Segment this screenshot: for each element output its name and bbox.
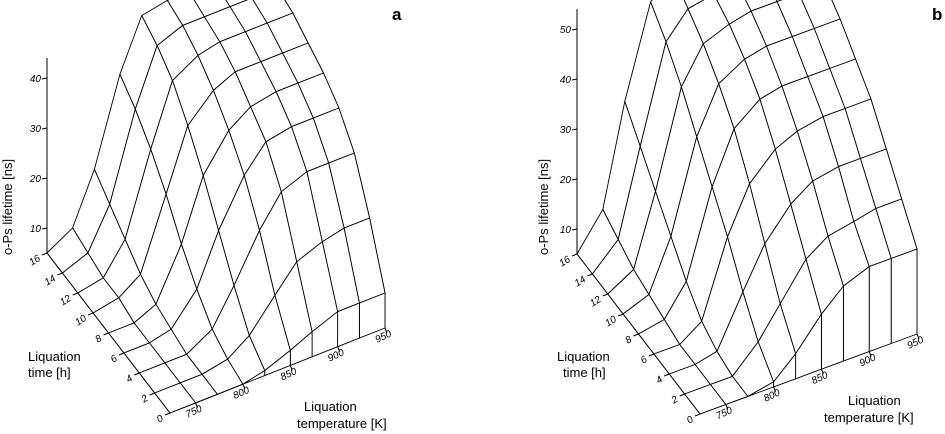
z-tick-label: 10 [560, 225, 572, 236]
y-tick-mark [694, 413, 701, 417]
y-tick-mark [587, 273, 593, 277]
y-tick-label: 14 [573, 274, 589, 289]
y-tick-mark [87, 312, 94, 316]
front-skirt-panel [868, 258, 892, 353]
y-tick-mark [149, 392, 155, 396]
x-tick-mark [337, 346, 341, 352]
y-tick-label: 14 [43, 273, 59, 288]
side-skirt-panel [77, 292, 94, 314]
side-skirt-panel [138, 372, 156, 394]
side-skirt-panel [123, 352, 140, 374]
side-skirt-panel [653, 353, 670, 375]
y-tick-label: 0 [155, 413, 166, 426]
x-axis-title-b-line1: Liquation [848, 393, 901, 408]
y-axis-title-b-line1: Liquation [557, 349, 610, 364]
z-tick-mark [571, 28, 578, 31]
y-tick-mark [571, 253, 578, 257]
y-tick-mark [103, 332, 109, 336]
y-tick-label: 6 [639, 354, 650, 367]
x-tick-mark [820, 369, 824, 375]
z-tick-label: 10 [30, 224, 42, 235]
x-tick-mark [242, 383, 246, 390]
z-tick-label: 30 [560, 125, 572, 136]
y-tick-label: 4 [124, 373, 135, 386]
front-skirt-panel [195, 393, 218, 404]
y-tick-label: 8 [624, 334, 635, 347]
y-tick-mark [57, 272, 63, 276]
z-tick-mark [41, 77, 48, 80]
side-skirt-panel [607, 293, 624, 315]
x-tick-mark [384, 327, 388, 334]
x-axis-title-a-line1: Liquation [304, 399, 357, 414]
x-tick-mark [289, 365, 293, 371]
y-tick-mark [633, 333, 639, 337]
y-tick-label: 16 [557, 254, 573, 269]
z-axis-title-a: o-Ps lifetime [ns] [0, 159, 15, 255]
y-tick-mark [679, 393, 685, 397]
y-tick-label: 4 [654, 374, 665, 387]
side-skirt-panel [61, 272, 79, 294]
front-skirt-panel [890, 248, 918, 344]
z-tick-mark [41, 177, 48, 180]
surface-cell [683, 0, 705, 10]
z-tick-label: 30 [30, 124, 42, 135]
y-tick-mark [118, 352, 125, 356]
y-tick-label: 2 [139, 393, 151, 406]
y-axis-title-a-line1: Liquation [28, 349, 81, 364]
z-tick-mark [571, 228, 578, 231]
side-skirt-panel [591, 273, 609, 295]
y-tick-mark [617, 313, 624, 317]
y-axis-title-b-line2: time [h] [563, 365, 606, 380]
y-tick-label: 10 [603, 314, 619, 329]
y-tick-label: 0 [685, 414, 696, 427]
z-axis-title-b: o-Ps lifetime [ns] [536, 159, 551, 255]
panel-label-b: b [932, 5, 942, 24]
x-tick-mark [773, 386, 777, 393]
z-tick-label: 20 [559, 175, 572, 186]
y-tick-mark [72, 292, 78, 296]
x-axis-title-b-line2: temperature [K] [824, 410, 914, 425]
y-tick-mark [41, 252, 48, 256]
y-tick-mark [164, 412, 171, 416]
x-tick-mark [725, 404, 729, 410]
x-tick-mark [916, 333, 920, 340]
y-tick-label: 12 [588, 294, 604, 309]
y-tick-label: 2 [669, 394, 681, 407]
panel-label-a: a [392, 5, 402, 24]
y-tick-label: 16 [27, 253, 43, 268]
z-tick-mark [571, 78, 578, 81]
y-tick-mark [134, 372, 140, 376]
z-tick-label: 50 [560, 25, 572, 36]
y-axis-title-a-line2: time [h] [28, 365, 71, 380]
y-tick-label: 8 [94, 333, 105, 346]
y-tick-mark [664, 373, 670, 377]
z-tick-mark [41, 127, 48, 130]
z-tick-label: 40 [30, 74, 42, 85]
y-tick-label: 6 [109, 353, 120, 366]
z-tick-mark [571, 178, 578, 181]
z-tick-label: 20 [29, 174, 42, 185]
x-tick-mark [195, 402, 199, 409]
side-skirt-panel [668, 373, 686, 395]
z-tick-mark [41, 227, 48, 230]
x-tick-mark [868, 351, 872, 357]
y-tick-label: 10 [73, 313, 89, 328]
front-skirt-panel [242, 370, 266, 385]
front-skirt-panel [747, 381, 775, 397]
z-tick-label: 40 [560, 75, 572, 86]
front-skirt-panel [725, 395, 749, 405]
x-axis-title-a-line2: temperature [K] [297, 416, 387, 431]
y-tick-mark [648, 353, 655, 357]
y-tick-mark [602, 293, 608, 297]
z-tick-mark [571, 128, 578, 131]
y-tick-label: 12 [58, 293, 74, 308]
